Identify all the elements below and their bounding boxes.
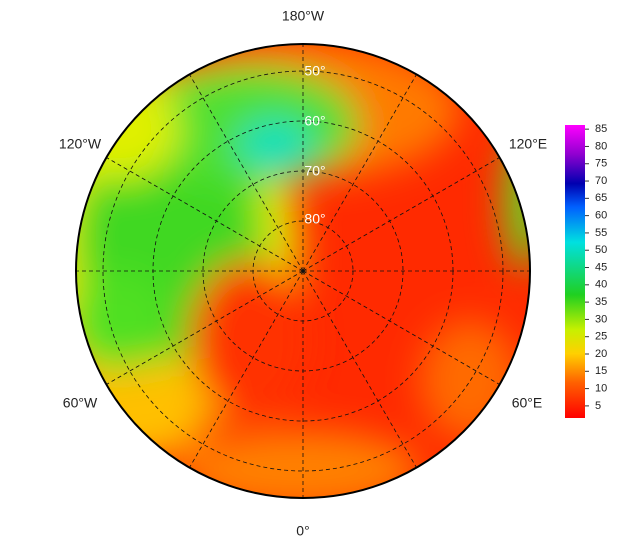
colorbar-tick-label: 60 xyxy=(595,210,607,222)
map-border xyxy=(75,43,531,499)
colorbar-tick-label: 40 xyxy=(595,279,607,291)
longitude-label: 180°W xyxy=(282,8,325,24)
meridian xyxy=(302,270,500,385)
colorbar-tick-label: 80 xyxy=(595,140,607,152)
longitude-label: 120°W xyxy=(59,136,102,152)
colorbar-tick-label: 15 xyxy=(595,365,607,377)
heatmap xyxy=(76,44,530,498)
longitude-label: 120°E xyxy=(509,136,547,152)
longitude-label: 0° xyxy=(296,523,309,539)
colorbar-tick-label: 30 xyxy=(595,313,607,325)
colorbar-tick-label: 35 xyxy=(595,296,607,308)
longitude-label: 60°W xyxy=(63,395,98,411)
colorbar-tick-label: 55 xyxy=(595,227,607,239)
colorbar-tick-label: 65 xyxy=(595,192,607,204)
colorbar-tick-label: 20 xyxy=(595,348,607,360)
meridian xyxy=(106,157,304,272)
colorbar-tick-label: 10 xyxy=(595,383,607,395)
latitude-label: 50° xyxy=(304,63,325,79)
colorbar-tick-label: 25 xyxy=(595,331,607,343)
meridian xyxy=(302,270,417,468)
graticule xyxy=(76,44,530,498)
meridian xyxy=(189,74,304,272)
latitude-label: 70° xyxy=(304,163,325,179)
colorbar-tick-label: 45 xyxy=(595,261,607,273)
colorbar: 5 10 15 20 25 30 35 40 45 50 55 60 65 70 75 80 85 xyxy=(565,123,607,418)
latitude-label: 60° xyxy=(304,113,325,129)
colorbar-tick-label: 75 xyxy=(595,158,607,170)
colorbar-tick-label: 85 xyxy=(595,123,607,135)
meridian xyxy=(302,74,417,272)
meridian xyxy=(106,270,304,385)
meridian xyxy=(302,157,500,272)
latitude-label: 80° xyxy=(304,211,325,227)
colorbar-tick-label: 50 xyxy=(595,244,607,256)
colorbar-gradient xyxy=(565,125,585,418)
colorbar-tick-label: 70 xyxy=(595,175,607,187)
colorbar-tick-label: 5 xyxy=(595,400,601,412)
longitude-label: 60°E xyxy=(512,395,543,411)
meridian xyxy=(189,270,304,468)
